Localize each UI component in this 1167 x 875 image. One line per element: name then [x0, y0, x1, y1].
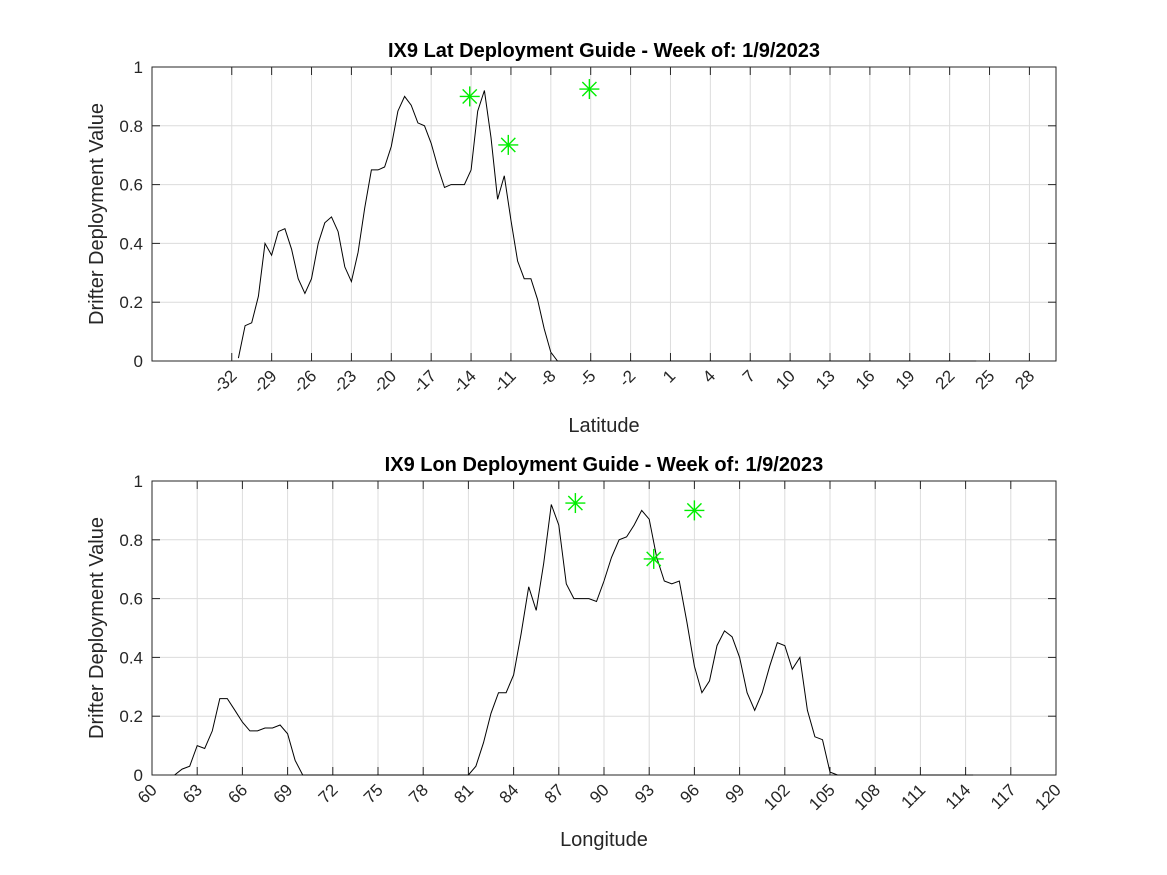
series-line: [237, 90, 977, 362]
x-tick-label: 99: [722, 780, 749, 807]
x-tick-label: -32: [210, 366, 241, 397]
y-tick-label: 0.6: [119, 590, 143, 609]
x-tick-label: 117: [987, 780, 1020, 813]
x-tick-label: 16: [852, 366, 879, 393]
y-tick-label: 0.4: [119, 234, 143, 253]
x-tick-label: -20: [369, 366, 400, 397]
x-tick-label: 114: [942, 780, 975, 813]
y-tick-label: 0.2: [119, 293, 143, 312]
chart-title: IX9 Lat Deployment Guide - Week of: 1/9/…: [388, 40, 820, 62]
marker-stroke: [462, 88, 478, 104]
y-tick-label: 0: [134, 352, 143, 371]
y-axis-label: Drifter Deployment Value: [86, 103, 108, 325]
x-tick-label: 87: [541, 780, 568, 807]
x-tick-label: -26: [290, 366, 321, 397]
x-tick-label: 13: [812, 366, 839, 393]
x-tick-label: 108: [851, 780, 884, 813]
marker-stroke: [646, 551, 662, 567]
x-tick-label: 93: [631, 780, 658, 807]
x-tick-label: 22: [932, 366, 959, 393]
x-tick-label: 105: [805, 780, 838, 813]
x-tick-label: -5: [575, 366, 599, 390]
x-tick-label: 78: [405, 780, 432, 807]
y-tick-label: 0.6: [119, 176, 143, 195]
x-tick-label: 63: [179, 780, 206, 807]
marker-stroke: [686, 502, 702, 518]
x-axis-label: Latitude: [568, 415, 639, 437]
x-tick-label: -2: [615, 366, 639, 390]
marker-stroke: [500, 137, 516, 153]
x-tick-label: 102: [760, 780, 793, 813]
y-tick-label: 0.2: [119, 707, 143, 726]
x-tick-label: 28: [1011, 366, 1038, 393]
peak-marker: [459, 86, 480, 107]
marker-stroke: [567, 495, 583, 511]
x-tick-label: 90: [586, 780, 613, 807]
chart-title: IX9 Lon Deployment Guide - Week of: 1/9/…: [385, 454, 824, 476]
x-tick-label: 25: [972, 366, 999, 393]
y-tick-label: 0: [134, 766, 143, 785]
x-tick-label: -8: [536, 366, 560, 390]
x-tick-label: 69: [270, 780, 297, 807]
x-tick-label: 4: [699, 366, 719, 386]
x-tick-label: 81: [450, 780, 477, 807]
x-tick-label: 111: [898, 780, 930, 812]
x-tick-label: 120: [1031, 780, 1064, 813]
lat-deployment-chart: -32 -29 -26 -23 -20 -17 -14 -11 -8 -5 -2 1 4 7 10 13 16 1…: [86, 40, 1057, 437]
x-tick-label: -17: [409, 366, 440, 397]
marker-stroke: [581, 81, 597, 97]
x-tick-label: 72: [315, 780, 342, 807]
y-tick-label: 1: [134, 58, 143, 77]
x-tick-label: 19: [892, 366, 919, 393]
x-tick-label: 84: [496, 780, 523, 807]
x-tick-label: -11: [490, 366, 520, 396]
lon-deployment-chart: 60 63 66 69 72 75 78 81 84 87 90 93 96 99 102 105 108 111…: [86, 454, 1065, 851]
series-line: [174, 504, 974, 776]
x-tick-label: 1: [659, 366, 679, 386]
y-axis-label: Drifter Deployment Value: [86, 517, 108, 739]
x-tick-label: -14: [449, 366, 480, 397]
x-tick-label: 66: [224, 780, 251, 807]
x-axis-label: Longitude: [560, 829, 648, 851]
peak-marker: [498, 134, 519, 155]
y-tick-label: 0.4: [119, 648, 143, 667]
y-tick-label: 0.8: [119, 117, 143, 136]
x-tick-label: -23: [329, 366, 360, 397]
x-tick-label: 96: [676, 780, 703, 807]
peak-marker: [565, 493, 586, 514]
y-tick-label: 0.8: [119, 531, 143, 550]
x-tick-label: 75: [360, 780, 387, 807]
plot-frame: [151, 66, 1057, 362]
x-tick-label: 10: [772, 366, 799, 393]
x-tick-label: -29: [250, 366, 281, 397]
y-tick-label: 1: [134, 472, 143, 491]
peak-marker: [643, 548, 664, 569]
peak-marker: [579, 79, 600, 100]
peak-marker: [684, 500, 705, 521]
x-tick-label: 7: [739, 366, 759, 386]
